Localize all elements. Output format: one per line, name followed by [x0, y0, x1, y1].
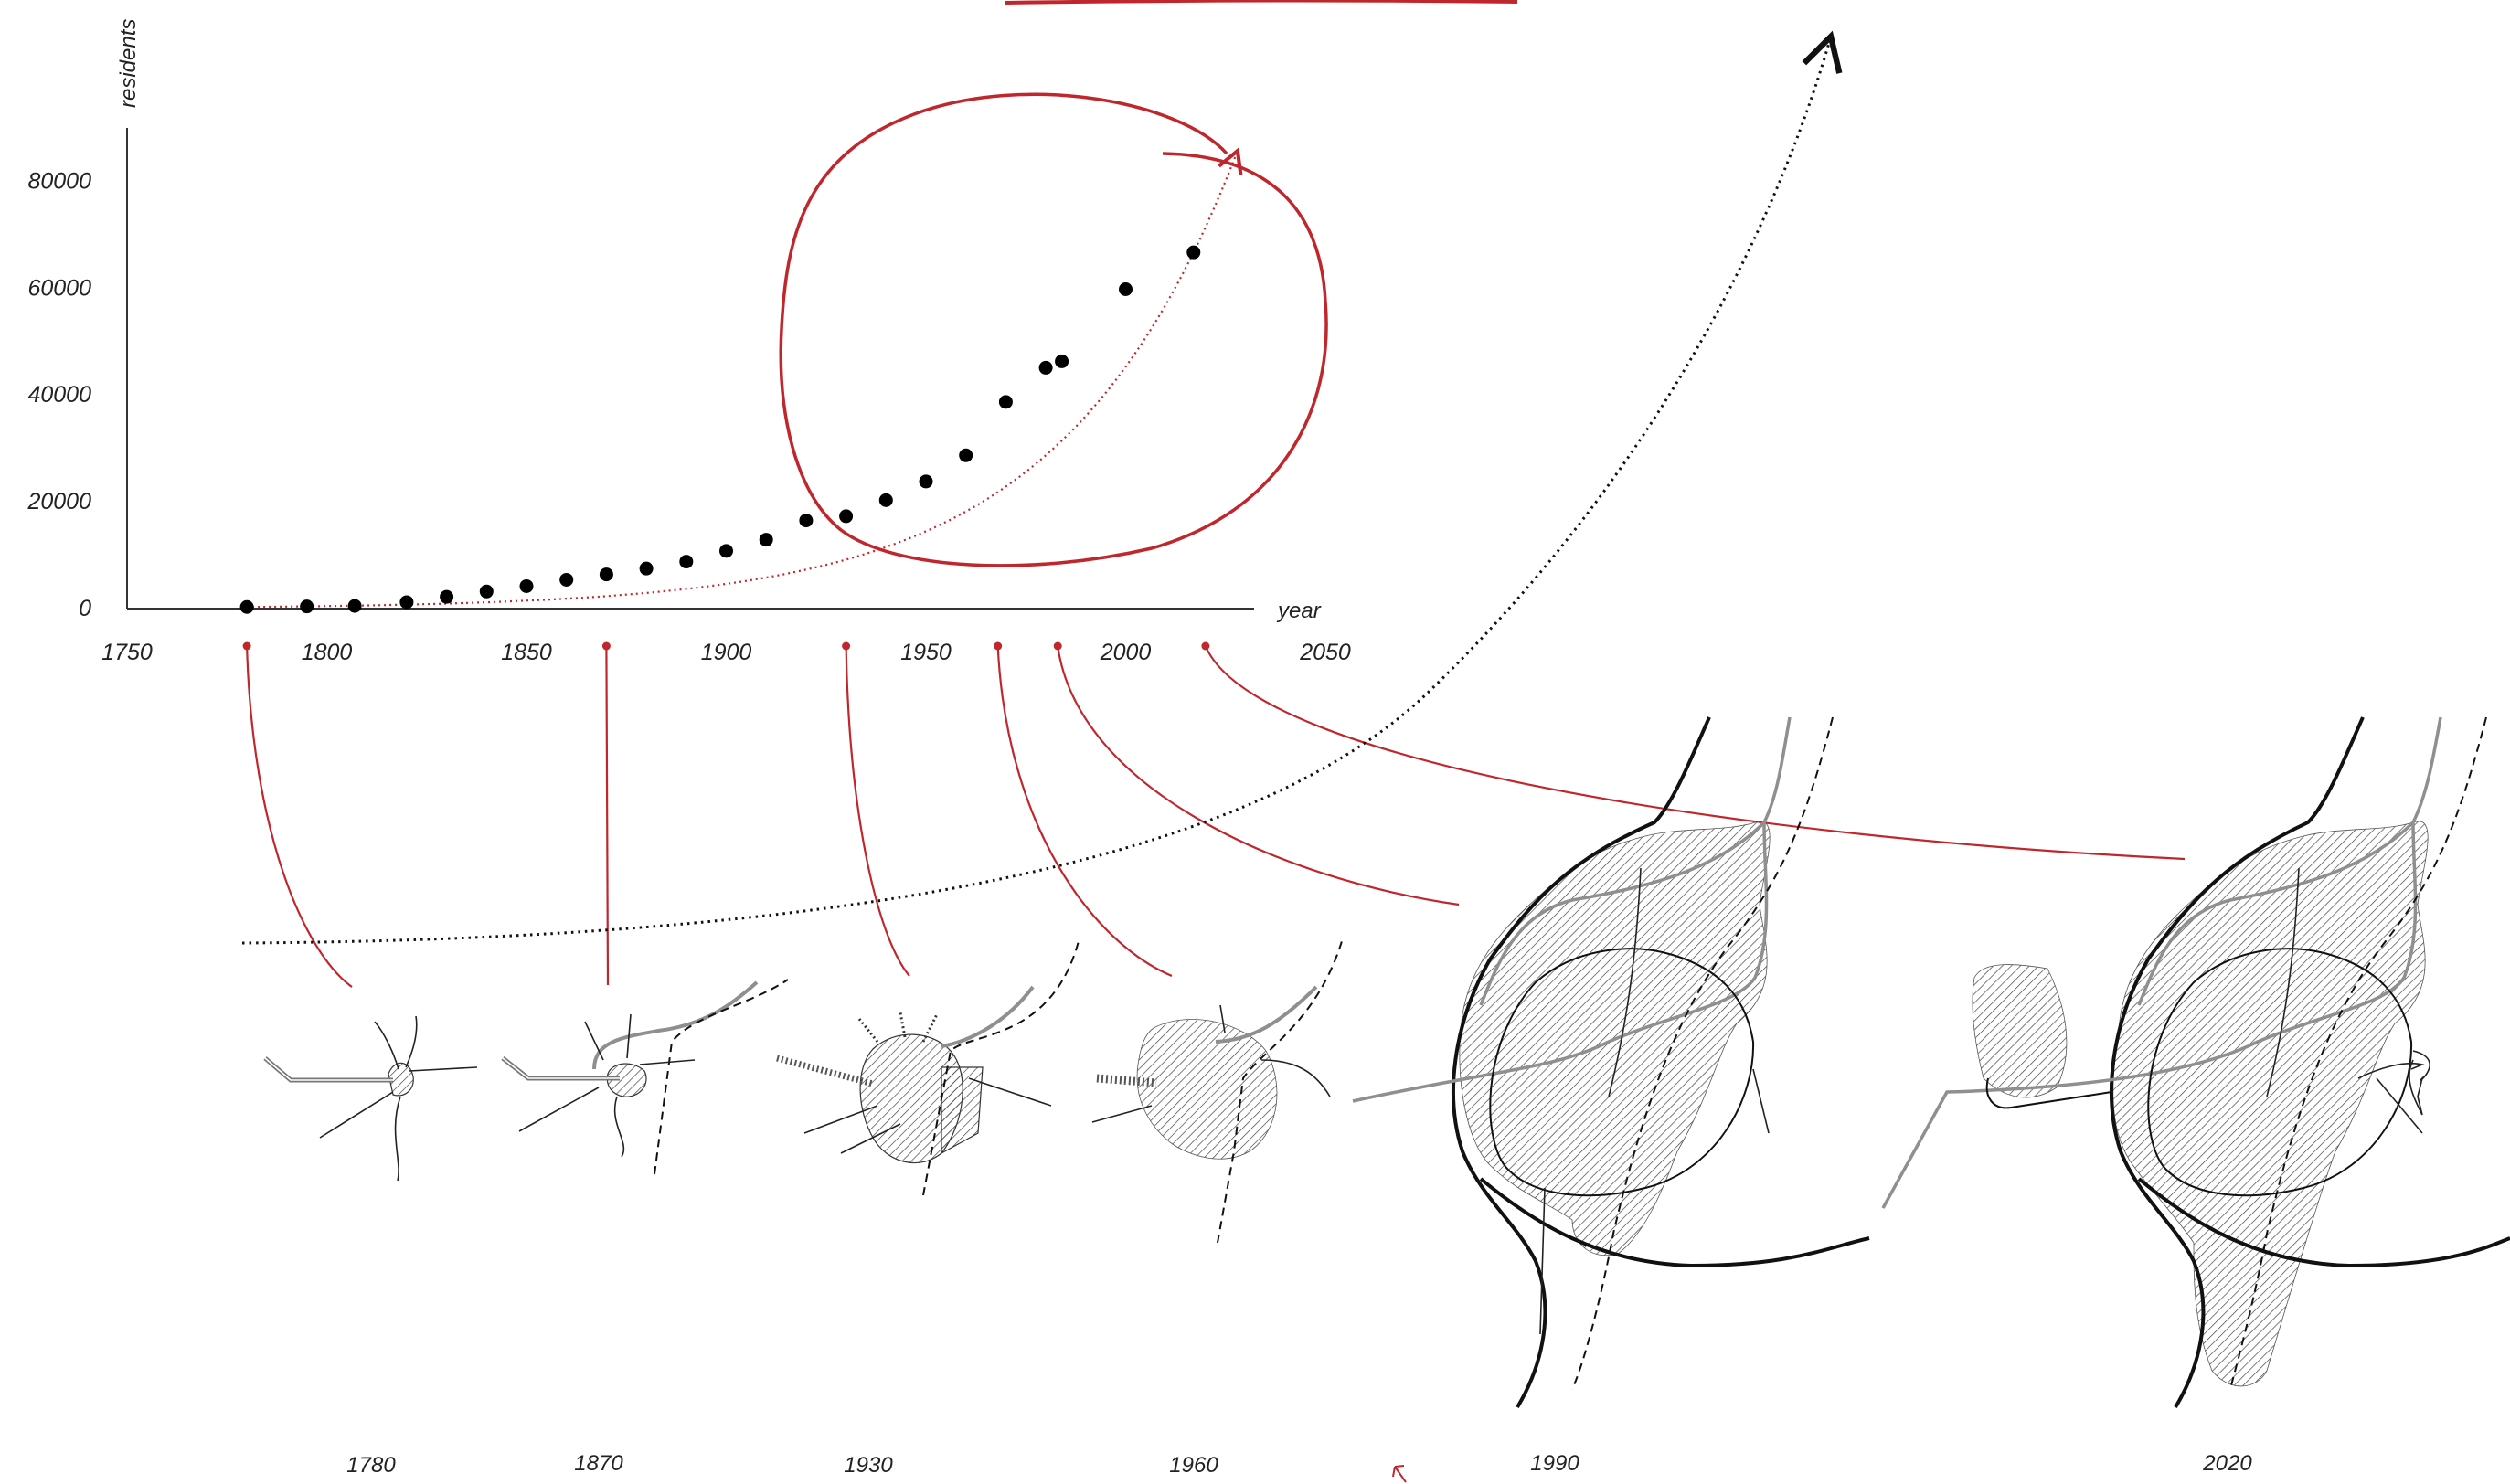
- data-point: [959, 448, 973, 462]
- map-year-1990: 1990: [1530, 1451, 1579, 1476]
- x-tick-label: 1950: [900, 640, 952, 665]
- data-point: [639, 561, 654, 576]
- link-line: [246, 645, 353, 988]
- data-point: [998, 395, 1013, 409]
- map-year-1780: 1780: [346, 1453, 396, 1478]
- map-1960: [1091, 940, 1343, 1244]
- map-1870: [501, 979, 789, 1175]
- data-point: [1038, 360, 1053, 375]
- y-tick-label: 0: [79, 596, 91, 621]
- x-tick-label: 1750: [101, 640, 153, 665]
- y-tick-label: 40000: [27, 382, 91, 408]
- x-tick-label: 1800: [302, 640, 353, 665]
- small-red-arrow: [1392, 1465, 1407, 1483]
- y-axis-title: residents: [116, 19, 141, 108]
- link-line: [1204, 645, 2186, 861]
- data-point: [347, 599, 362, 613]
- map-year-1930: 1930: [844, 1453, 893, 1478]
- data-point: [839, 509, 854, 524]
- map-year-1870: 1870: [574, 1451, 623, 1476]
- data-point: [878, 493, 893, 507]
- data-point: [479, 584, 494, 599]
- data-point: [519, 578, 534, 593]
- y-tick-label: 20000: [27, 489, 91, 514]
- x-tick-label: 1850: [501, 640, 552, 665]
- data-point: [599, 567, 613, 582]
- x-axis-title: year: [1276, 599, 1322, 623]
- link-line: [605, 645, 610, 986]
- data-point: [719, 544, 733, 558]
- y-tick-label: 80000: [27, 168, 91, 194]
- data-point: [440, 589, 454, 604]
- map-1930: [776, 940, 1080, 1196]
- data-point: [1055, 354, 1069, 368]
- x-tick-label: 2000: [1100, 640, 1152, 665]
- trend-line: [247, 147, 1243, 609]
- data-point: [559, 572, 574, 587]
- data-point: [300, 599, 314, 614]
- data-point: [759, 533, 773, 547]
- data-points: [239, 245, 1201, 614]
- link-line: [845, 645, 910, 977]
- growth-arrow: [241, 30, 1843, 945]
- data-point: [919, 474, 933, 489]
- map-1780: [263, 1015, 478, 1182]
- data-point: [399, 595, 414, 610]
- year-link-lines: [242, 641, 2186, 988]
- highlight-circle: [779, 92, 1328, 567]
- y-tick-labels: 0 20000 40000 60000 80000: [27, 168, 91, 621]
- data-point: [1186, 245, 1201, 260]
- data-point: [239, 599, 254, 614]
- data-point: [679, 555, 694, 569]
- top-red-stroke: [1005, 0, 1518, 5]
- data-point: [799, 514, 814, 528]
- y-tick-label: 60000: [27, 275, 91, 301]
- x-tick-label: 2050: [1299, 640, 1351, 665]
- x-tick-label: 1900: [701, 640, 752, 665]
- map-year-labels: 1780 1870 1930 1960 1990 2020: [346, 1451, 2252, 1478]
- link-line: [996, 645, 1173, 978]
- data-point: [1119, 282, 1133, 297]
- map-year-1960: 1960: [1169, 1453, 1218, 1478]
- link-line: [1057, 645, 1460, 906]
- map-1990: [1352, 716, 1870, 1409]
- map-2020: [1881, 716, 2510, 1409]
- map-year-2020: 2020: [2202, 1451, 2252, 1476]
- x-tick-labels: 1750 1800 1850 1900 1950 2000 2050: [101, 640, 1351, 665]
- population-chart: residents year 0 20000 40000 60000 80000 175…: [27, 19, 2186, 988]
